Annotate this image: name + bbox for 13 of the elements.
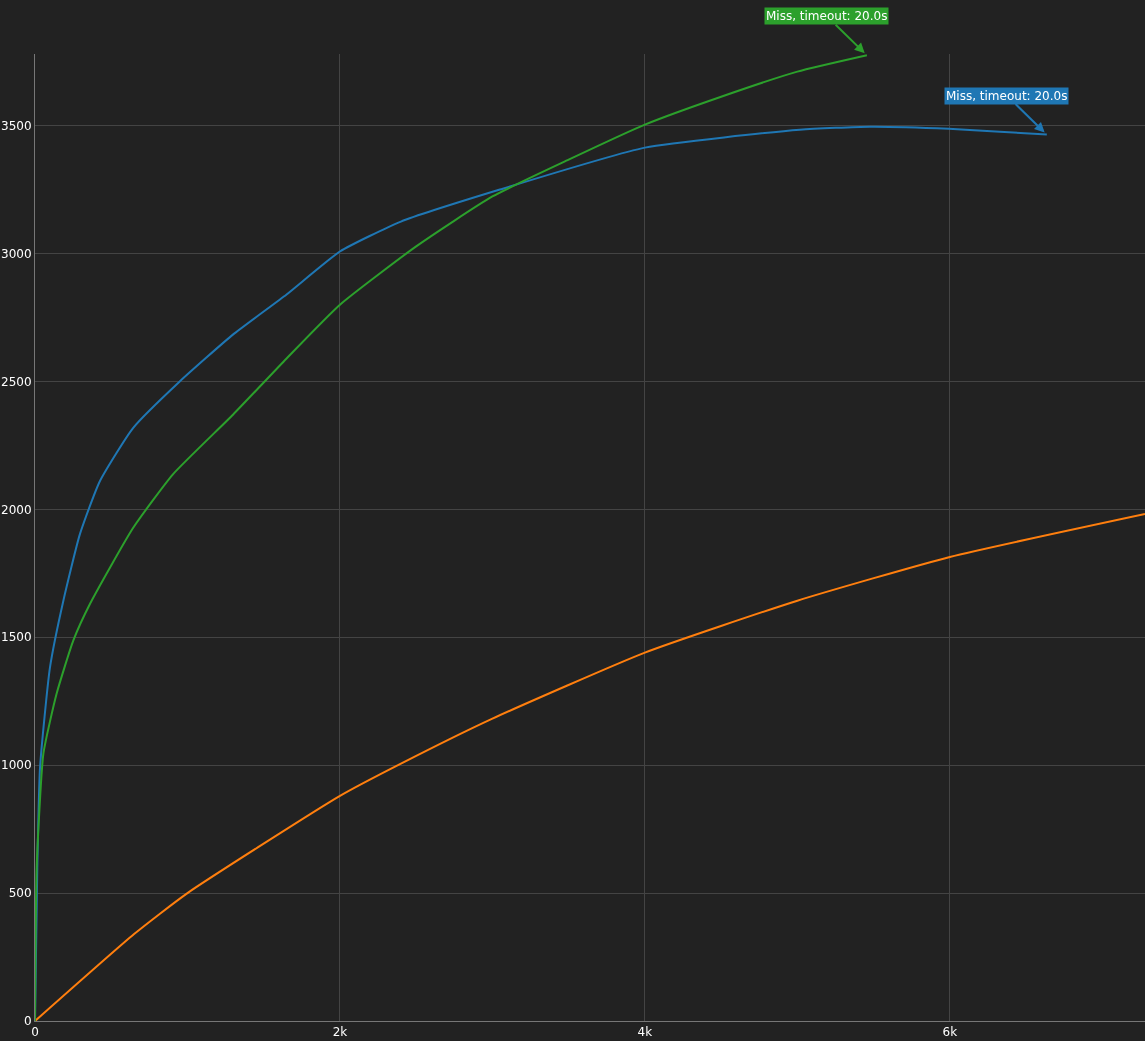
y-tick-label: 3500	[1, 118, 32, 133]
y-tick-label: 0	[23, 1014, 32, 1029]
y-tick-label: 1000	[1, 758, 32, 773]
annotation: Miss, timeout: 20.0s	[946, 89, 1068, 103]
x-tick-label: 6k	[942, 1025, 958, 1040]
annotation: Miss, timeout: 20.0s	[766, 9, 888, 23]
y-tick-label: 2500	[1, 374, 32, 389]
y-tick-label: 1500	[1, 630, 32, 645]
y-tick-label: 3000	[1, 246, 32, 261]
x-tick-label: 2k	[332, 1025, 348, 1040]
y-tick-label: 2000	[1, 502, 32, 517]
x-tick-label: 4k	[637, 1025, 653, 1040]
y-tick-label: 500	[8, 886, 32, 901]
